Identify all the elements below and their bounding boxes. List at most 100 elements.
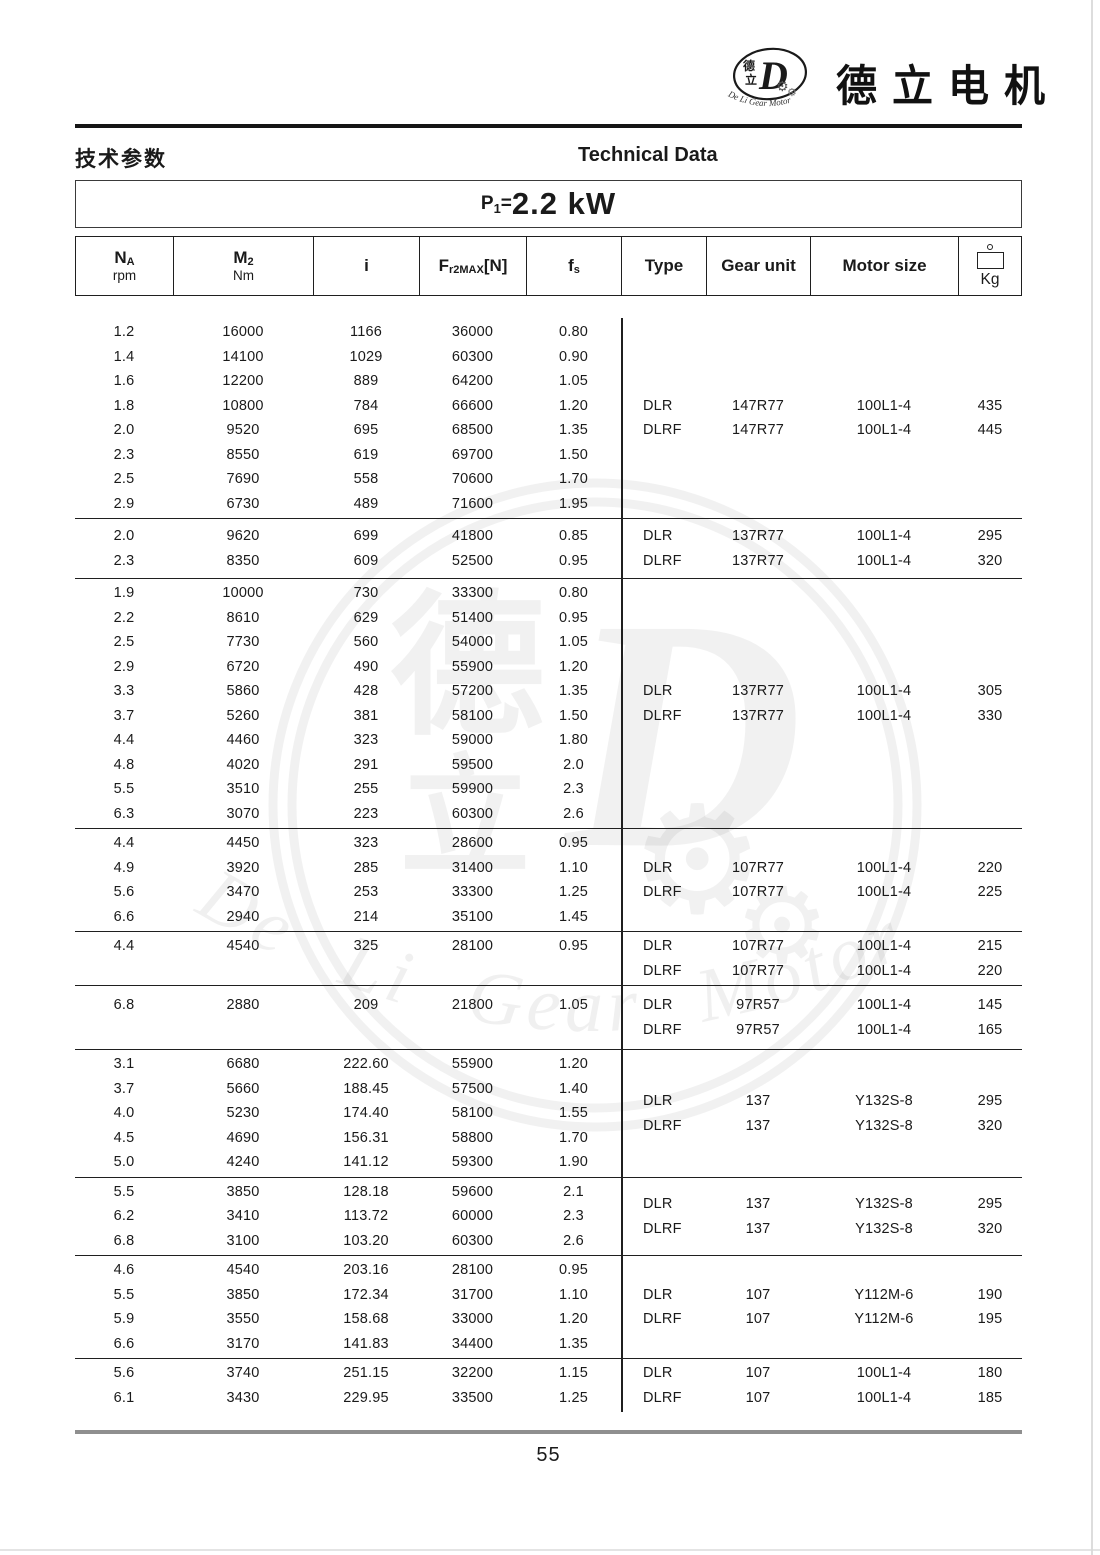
table-row: 2.9 6720 490 55900 1.20	[75, 655, 621, 680]
cell-i: 619	[353, 446, 379, 463]
cell-gear-unit: 137R77	[732, 552, 784, 569]
cell-fs: 0.95	[558, 1262, 589, 1279]
cell-i: 291	[353, 756, 379, 773]
brand-header: 德 立 D ⚙ ⚙ De Li Gear Motor 德立电机	[718, 44, 1060, 120]
cell-type: DLR	[643, 997, 673, 1014]
cell-m2: 4240	[226, 1154, 260, 1171]
cell-weight: 295	[977, 528, 1003, 545]
group-data-rows: 6.8 2880 209 21800 1.05	[75, 993, 621, 1042]
table-row: 4.6 4540 203.16 28100 0.95	[75, 1258, 621, 1283]
column-header-gear-unit: Gear unit	[707, 237, 811, 295]
power-symbol: P	[480, 193, 494, 214]
table-row: 5.0 4240 141.12 59300 1.90	[75, 1150, 621, 1175]
cell-fs: 1.50	[558, 446, 589, 463]
table-row: 5.6 3740 251.15 32200 1.15	[75, 1361, 621, 1386]
type-row: DLR 137 Y132S-8 295	[621, 1089, 1022, 1114]
table-row: 6.3 3070 223 60300 2.6	[75, 802, 621, 827]
cell-i: 251.15	[343, 1365, 389, 1382]
cell-fr2max: 66600	[451, 397, 494, 414]
cell-fr2max: 51400	[451, 609, 494, 626]
cell-weight: 305	[977, 683, 1003, 700]
cell-m2: 4020	[226, 756, 260, 773]
cell-na: 6.1	[113, 1389, 135, 1406]
cell-fs: 1.50	[558, 707, 589, 724]
table-row: 5.6 3470 253 33300 1.25	[75, 880, 621, 905]
cell-motor-size: 100L1-4	[856, 397, 912, 414]
group-data-rows: 5.5 3850 128.18 59600 2.1 6.2 3410 113.72 60000 2…	[75, 1180, 621, 1254]
type-row: DLR 137R77 100L1-4 305	[621, 679, 1022, 704]
group-type-rows: DLR 137R77 100L1-4 305 DLRF 137R77 100L1-4 330	[621, 581, 1022, 826]
table-row: 2.0 9520 695 68500 1.35	[75, 418, 621, 443]
cell-m2: 2880	[226, 997, 260, 1014]
type-row: DLR 107R77 100L1-4 215	[621, 934, 1022, 959]
cell-i: 325	[353, 938, 379, 955]
cell-m2: 9620	[226, 528, 260, 545]
cell-na: 5.6	[113, 884, 135, 901]
cell-na: 5.5	[113, 1183, 135, 1200]
header-rule	[75, 124, 1022, 128]
gear-icon: ⚙	[776, 79, 789, 95]
cell-na: 4.0	[113, 1105, 135, 1122]
table-row: 6.2 3410 113.72 60000 2.3	[75, 1204, 621, 1229]
column-header-weight: Kg	[959, 237, 1021, 295]
cell-i: 172.34	[343, 1286, 389, 1303]
cell-na: 5.9	[113, 1311, 135, 1328]
cell-m2: 12200	[222, 373, 264, 390]
group-data-rows: 5.6 3740 251.15 32200 1.15 6.1 3430 229.95 33500…	[75, 1361, 621, 1410]
cell-weight: 330	[977, 707, 1003, 724]
cell-gear-unit: 137R77	[732, 683, 784, 700]
svg-text:立: 立	[745, 72, 757, 87]
cell-m2: 3510	[226, 781, 260, 798]
table-group: 1.2 16000 1166 36000 0.80 1.4 14100 1029 60300 0.…	[75, 318, 1022, 518]
cell-weight: 220	[977, 962, 1003, 979]
cell-weight: 435	[977, 397, 1003, 414]
cell-m2: 4690	[226, 1129, 260, 1146]
cell-i: 323	[353, 732, 379, 749]
cell-i: 695	[353, 422, 379, 439]
cell-fr2max: 59000	[451, 732, 494, 749]
group-data-rows: 1.2 16000 1166 36000 0.80 1.4 14100 1029 60300 0.…	[75, 320, 621, 516]
cell-type: DLR	[643, 683, 673, 700]
cell-fs: 1.05	[558, 373, 589, 390]
cell-fs: 1.10	[558, 1286, 589, 1303]
cell-fs: 1.45	[558, 908, 589, 925]
group-type-rows: DLR 147R77 100L1-4 435 DLRF 147R77 100L1-4 445	[621, 320, 1022, 516]
table-group: 3.1 6680 222.60 55900 1.20 3.7 5660 188.45 57500…	[75, 1049, 1022, 1177]
cell-motor-size: Y132S-8	[855, 1220, 913, 1237]
table-group: 6.8 2880 209 21800 1.05 DLR 97R57 100L1-4 145 DLR…	[75, 985, 1022, 1049]
cell-na: 5.5	[113, 781, 135, 798]
cell-na: 4.4	[113, 938, 135, 955]
cell-gear-unit: 107	[745, 1286, 771, 1303]
cell-fr2max: 58100	[451, 707, 494, 724]
cell-m2: 10800	[222, 397, 264, 414]
cell-fr2max: 35100	[451, 908, 494, 925]
cell-m2: 7690	[226, 471, 260, 488]
type-row: DLR 107 Y112M-6 190	[621, 1283, 1022, 1308]
cell-m2: 3170	[226, 1335, 260, 1352]
cell-i: 113.72	[343, 1208, 389, 1225]
cell-na: 1.4	[113, 348, 135, 365]
group-data-rows: 1.9 10000 730 33300 0.80 2.2 8610 629 51400 0.95 2…	[75, 581, 621, 826]
cell-na: 3.1	[113, 1056, 135, 1073]
footer-rule	[75, 1430, 1022, 1434]
cell-i: 223	[353, 805, 379, 822]
table-row: 4.0 5230 174.40 58100 1.55	[75, 1101, 621, 1126]
cell-m2: 9520	[226, 422, 260, 439]
cell-na: 2.9	[113, 658, 135, 675]
cell-fr2max: 28100	[451, 938, 494, 955]
table-row: 2.5 7730 560 54000 1.05	[75, 630, 621, 655]
cell-na: 4.9	[113, 859, 135, 876]
section-title-en: Technical Data	[578, 144, 718, 166]
cell-m2: 3850	[226, 1183, 260, 1200]
cell-na: 2.2	[113, 609, 135, 626]
group-type-rows: DLR 107 100L1-4 180 DLRF 107 100L1-4 185	[621, 1361, 1022, 1410]
cell-i: 560	[353, 634, 379, 651]
cell-fs: 1.90	[558, 1154, 589, 1171]
cell-fr2max: 57200	[451, 683, 494, 700]
cell-na: 4.8	[113, 756, 135, 773]
cell-fs: 1.20	[558, 658, 589, 675]
type-row: DLR 107R77 100L1-4 220	[621, 856, 1022, 881]
cell-fr2max: 59300	[451, 1154, 494, 1171]
table-group: 4.4 4540 325 28100 0.95 DLR 107R77 100L1-4 215 DL…	[75, 931, 1022, 985]
